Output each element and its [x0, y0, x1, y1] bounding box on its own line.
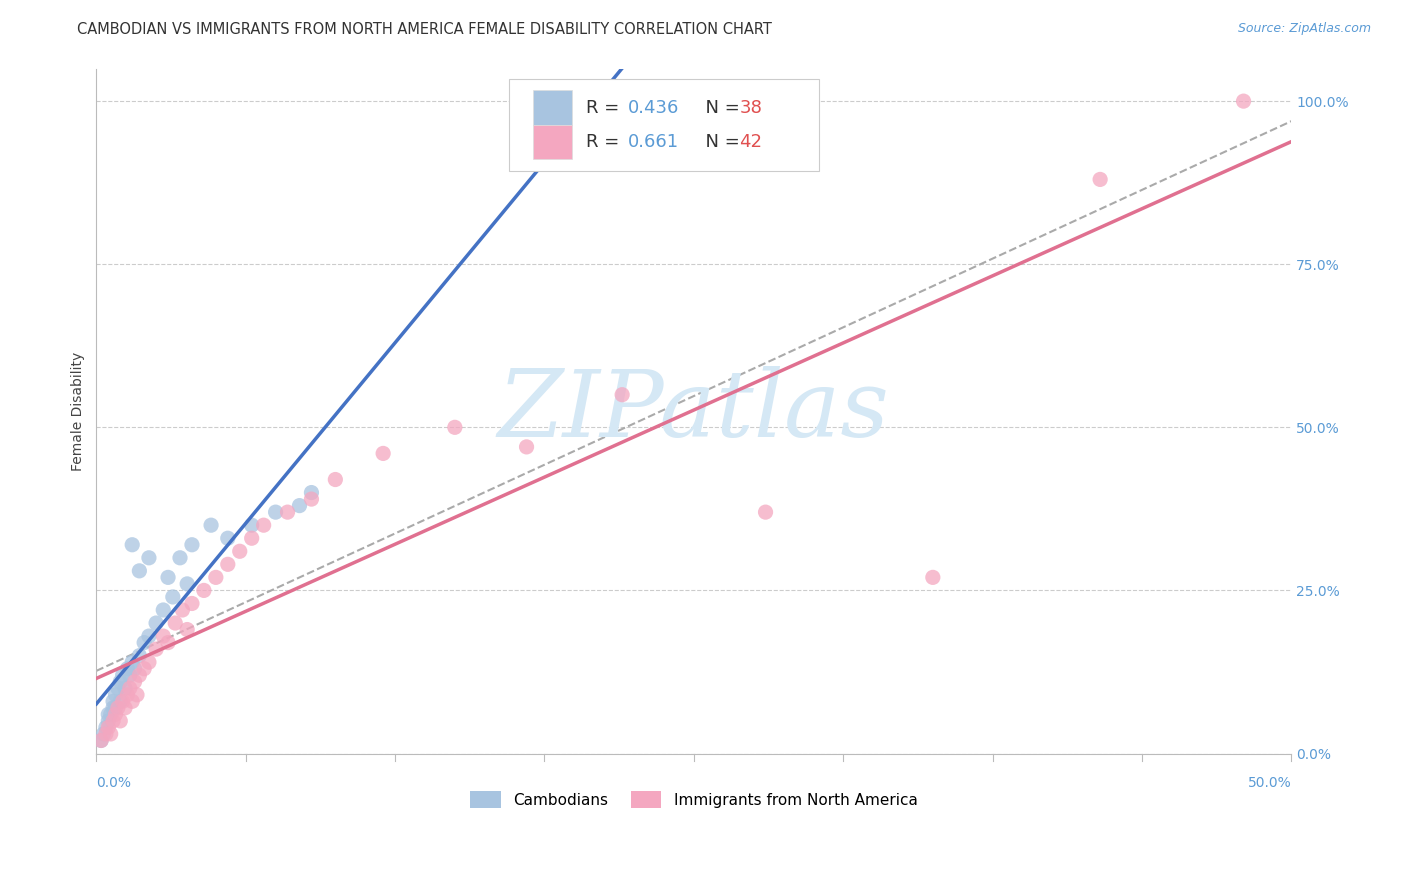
Bar [533, 90, 572, 125]
Point [373, 446, 395, 460]
Point [138, 629, 160, 643]
Point [157, 635, 180, 649]
Point [145, 615, 167, 630]
Point [152, 603, 174, 617]
Point [217, 531, 239, 545]
Point [165, 615, 187, 630]
Point [101, 694, 124, 708]
Point [111, 694, 134, 708]
Text: 38: 38 [740, 98, 762, 117]
Point [176, 623, 198, 637]
Point [138, 550, 160, 565]
Point [118, 668, 141, 682]
Text: N =: N = [693, 98, 745, 117]
Point [288, 499, 311, 513]
Text: ZIPatlas: ZIPatlas [498, 366, 890, 456]
Point [754, 505, 776, 519]
Point [134, 635, 156, 649]
Point [117, 688, 139, 702]
Point [200, 518, 222, 533]
Point [117, 662, 139, 676]
Text: 50.0%: 50.0% [1247, 776, 1291, 790]
Point [124, 674, 146, 689]
Point [128, 668, 150, 682]
Point [193, 583, 215, 598]
Point [301, 485, 323, 500]
Point [118, 681, 141, 696]
Point [94, 727, 117, 741]
Point [93, 727, 115, 741]
Point [121, 538, 143, 552]
Point [128, 564, 150, 578]
Point [240, 518, 263, 533]
Bar [533, 125, 572, 159]
Point [125, 688, 148, 702]
Point [128, 648, 150, 663]
Point [240, 531, 263, 545]
Point [162, 590, 184, 604]
Point [124, 662, 146, 676]
Point [90, 733, 112, 747]
Point [610, 387, 633, 401]
Y-axis label: Female Disability: Female Disability [72, 351, 86, 471]
Point [107, 701, 129, 715]
Point [1088, 172, 1111, 186]
Point [301, 492, 323, 507]
Point [217, 558, 239, 572]
Text: R =: R = [586, 98, 631, 117]
Point [110, 714, 132, 728]
Point [101, 714, 124, 728]
Point [100, 707, 122, 722]
Point [253, 518, 276, 533]
Point [94, 720, 117, 734]
Text: 42: 42 [740, 133, 762, 151]
Point [97, 720, 120, 734]
Point [100, 727, 122, 741]
Point [97, 707, 120, 722]
Text: 0.0%: 0.0% [97, 776, 131, 790]
Point [104, 688, 127, 702]
Text: N =: N = [693, 133, 745, 151]
Text: 0.436: 0.436 [628, 98, 679, 117]
Point [101, 701, 124, 715]
Point [145, 642, 167, 657]
Point [172, 603, 194, 617]
Point [1232, 94, 1254, 108]
Point [104, 701, 127, 715]
Point [325, 473, 347, 487]
Point [169, 550, 191, 565]
Text: R =: R = [586, 133, 631, 151]
Point [264, 505, 287, 519]
Point [110, 674, 132, 689]
Point [181, 538, 204, 552]
Point [444, 420, 467, 434]
Point [176, 577, 198, 591]
Point [181, 597, 204, 611]
Text: Source: ZipAtlas.com: Source: ZipAtlas.com [1237, 22, 1371, 36]
Point [152, 629, 174, 643]
Text: 0.661: 0.661 [628, 133, 679, 151]
Text: CAMBODIAN VS IMMIGRANTS FROM NORTH AMERICA FEMALE DISABILITY CORRELATION CHART: CAMBODIAN VS IMMIGRANTS FROM NORTH AMERI… [77, 22, 772, 37]
Point [107, 681, 129, 696]
Point [114, 681, 136, 696]
Point [97, 714, 120, 728]
FancyBboxPatch shape [509, 78, 820, 171]
Point [121, 655, 143, 669]
Point [138, 655, 160, 669]
Point [90, 733, 112, 747]
Point [515, 440, 537, 454]
Point [921, 570, 943, 584]
Point [157, 570, 180, 584]
Point [104, 707, 127, 722]
Point [114, 701, 136, 715]
Point [110, 694, 132, 708]
Legend: Cambodians, Immigrants from North America: Cambodians, Immigrants from North Americ… [464, 784, 924, 814]
Point [205, 570, 228, 584]
Point [229, 544, 252, 558]
Point [111, 668, 134, 682]
Point [277, 505, 299, 519]
Point [121, 694, 143, 708]
Point [134, 662, 156, 676]
